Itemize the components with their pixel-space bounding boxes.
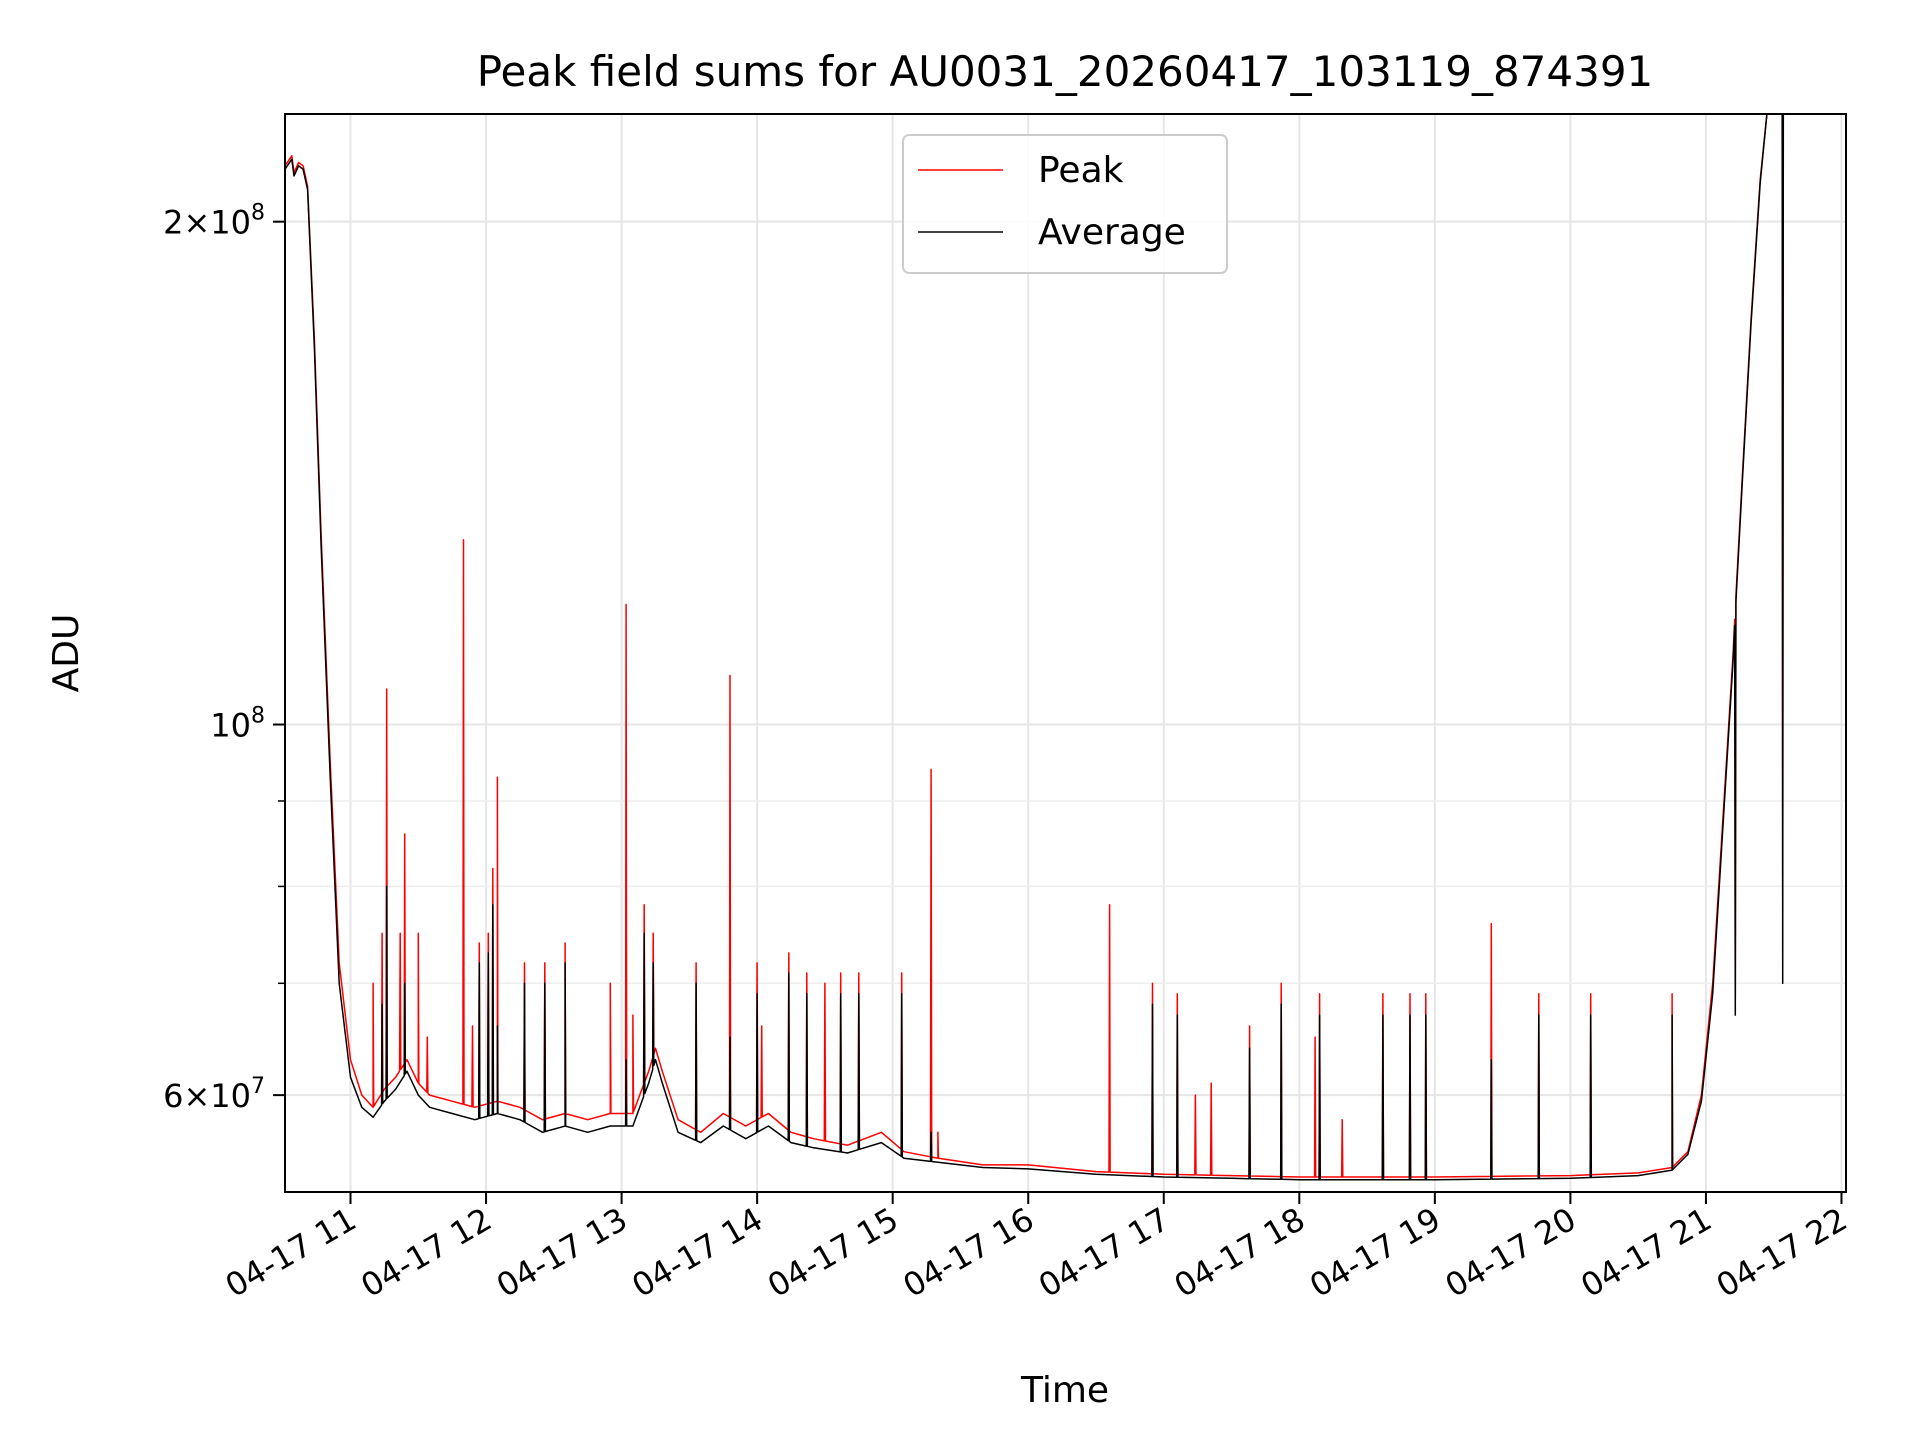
y-axis-label: ADU <box>46 614 87 693</box>
legend-label-peak: Peak <box>1038 150 1124 191</box>
series-line-average <box>284 113 1785 1181</box>
series-layer <box>284 113 1785 1181</box>
plot-frame <box>284 113 1847 1193</box>
legend-label-average: Average <box>1038 212 1186 253</box>
x-axis-label: Time <box>1020 1370 1109 1411</box>
legend: Peak Average <box>902 134 1228 274</box>
y-tick-label: 6×107 <box>163 1074 265 1115</box>
chart-title: Peak field sums for AU0031_20260417_1031… <box>477 47 1654 96</box>
y-tick-label: 2×108 <box>163 201 265 242</box>
